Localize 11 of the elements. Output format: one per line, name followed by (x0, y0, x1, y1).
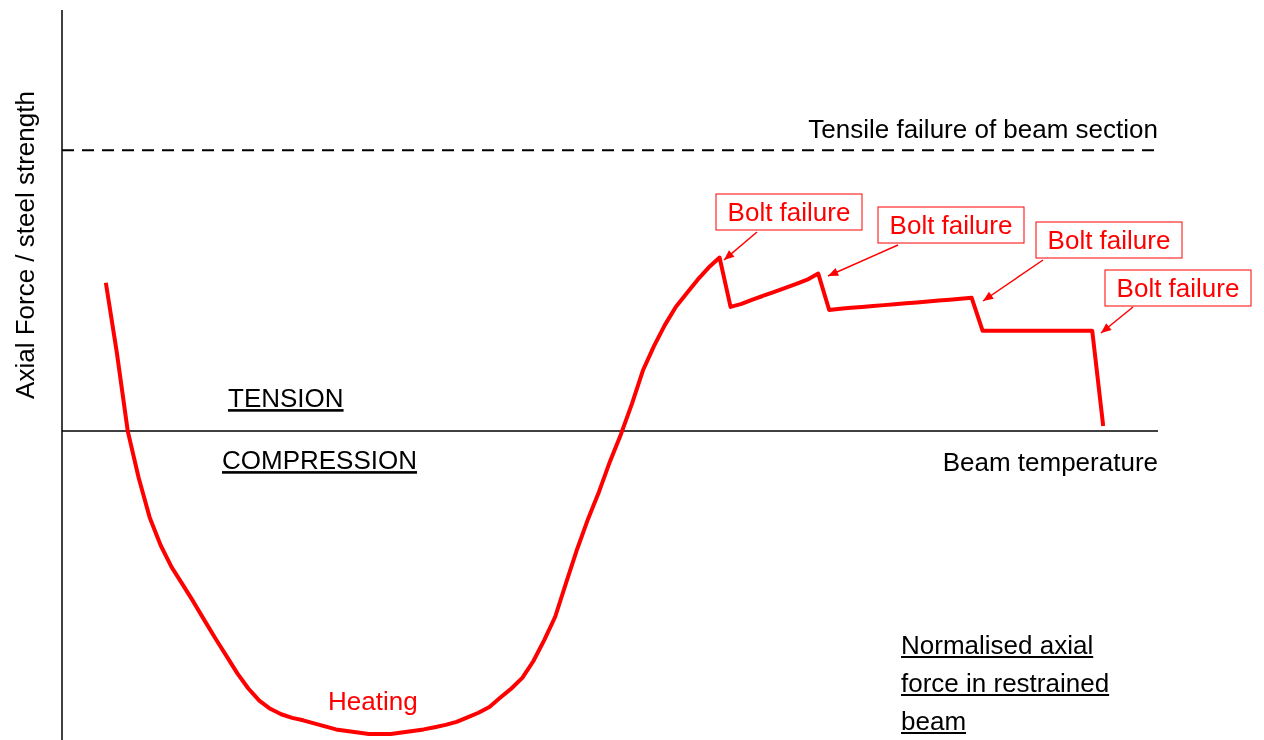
text: Bolt failure (889, 210, 1013, 240)
x-axis-title: Beam temperature (942, 447, 1158, 478)
y-axis-title: Axial Force / steel strength (10, 91, 40, 399)
text: Bolt failure (727, 197, 851, 227)
text: Bolt failure (1116, 273, 1240, 303)
annotation: Heating (328, 686, 418, 716)
ref-line-label: Tensile failure of beam section (808, 114, 1158, 145)
text: Bolt failure (1047, 225, 1171, 255)
annotation: Normalised axial force in restrained beam (901, 629, 1111, 738)
annotation: TENSION (228, 383, 344, 414)
annotation: COMPRESSION (222, 445, 418, 476)
